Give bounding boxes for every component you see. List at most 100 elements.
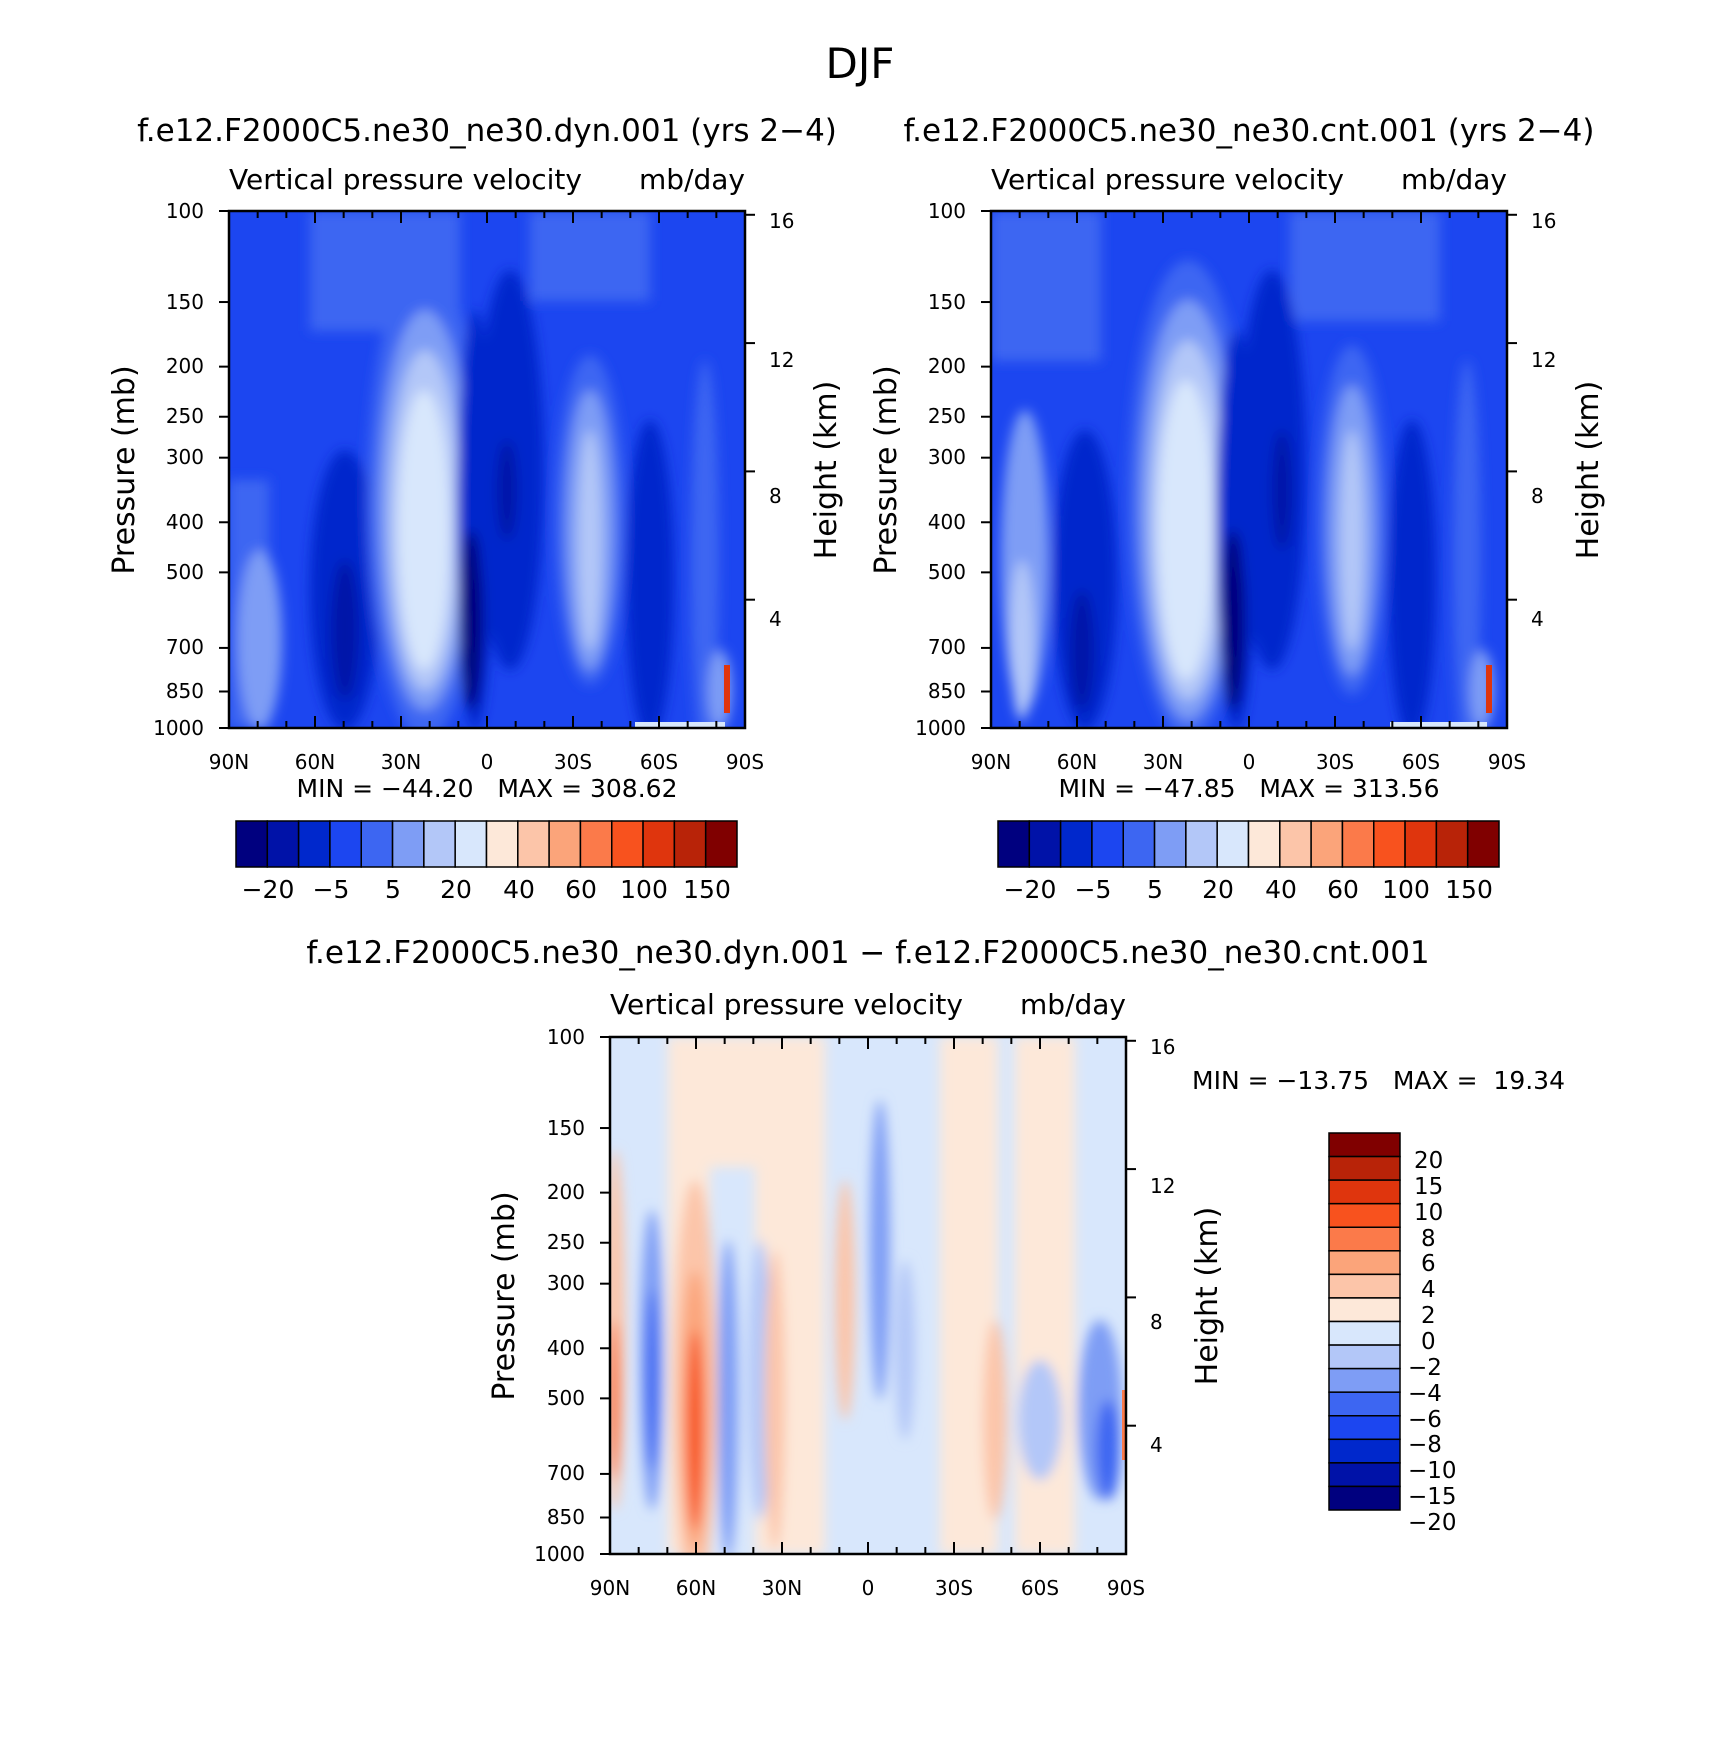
y-tick-label: 200 (166, 354, 204, 378)
panel-dyn-subtitle-right: mb/day (639, 163, 745, 196)
colorbar-label: 15 (1414, 1174, 1443, 1200)
panel-cnt-x-tick-labels: 90N 60N 30N 0 30S 60S 90S (971, 750, 1526, 774)
colorbar-swatch (1328, 1415, 1401, 1441)
panel-cnt-ylabel-right: Height (km) (1571, 381, 1606, 560)
panel-dyn-ylabel: Pressure (mb) (107, 365, 142, 574)
colorbar-label: 5 (1147, 875, 1163, 904)
colorbar-label: −20 (242, 875, 295, 904)
panel-cnt-colorbar (997, 820, 1500, 868)
colorbar-swatch (1328, 1367, 1401, 1393)
colorbar-swatch (1328, 1438, 1401, 1464)
y-right-tick-label: 12 (769, 348, 794, 372)
x-tick-label: 90S (1488, 750, 1526, 774)
colorbar-label: −5 (313, 875, 350, 904)
y-tick-label: 150 (166, 290, 204, 314)
colorbar-swatch (1328, 1202, 1401, 1228)
colorbar-swatch (1153, 820, 1187, 868)
colorbar-swatch (1404, 820, 1438, 868)
panel-dyn-ticks (219, 210, 755, 729)
panel-dyn-field (229, 211, 732, 728)
panel-cnt-subtitle-left: Vertical pressure velocity (991, 163, 1344, 196)
panel-dyn-x-tick-labels: 90N 60N 30N 0 30S 60S 90S (209, 750, 764, 774)
panel-cnt-subtitle-right: mb/day (1401, 163, 1507, 196)
colorbar-label: −4 (1408, 1381, 1442, 1407)
colorbar-swatch (485, 820, 519, 868)
colorbar-swatch (1328, 1155, 1401, 1181)
x-tick-label: 60N (295, 750, 335, 774)
panel-cnt-plot-area (991, 211, 1507, 728)
panel-dyn-colorbar-labels: −20 −5 5 20 40 60 100 150 (242, 875, 731, 904)
panel-diff-ylabel: Pressure (mb) (487, 1191, 522, 1400)
colorbar-label: 150 (1445, 875, 1493, 904)
colorbar-swatch (360, 820, 394, 868)
colorbar-swatch (1328, 1250, 1401, 1276)
colorbar-swatch (517, 820, 550, 868)
y-right-tick-label: 8 (769, 484, 782, 508)
colorbar-swatch (997, 820, 1031, 868)
panel-cnt-y-right-tick-labels: 16 12 8 4 (1531, 209, 1556, 631)
colorbar-swatch (704, 820, 738, 868)
colorbar-label: 100 (1382, 875, 1430, 904)
colorbar-label: 10 (1414, 1200, 1443, 1226)
y-tick-label: 400 (928, 510, 966, 534)
colorbar-swatch (1328, 1226, 1401, 1252)
colorbar-swatch (391, 820, 425, 868)
y-tick-label: 850 (928, 679, 966, 703)
colorbar-label: 150 (683, 875, 731, 904)
colorbar-label: 2 (1421, 1303, 1436, 1329)
panel-cnt-colorbar-labels: −20 −5 5 20 40 60 100 150 (1004, 875, 1493, 904)
panel-diff-ticks (600, 1036, 1136, 1555)
y-tick-label: 250 (928, 404, 966, 428)
panel-dyn-y-tick-labels: 100 150 200 250 300 400 500 700 850 1000 (153, 199, 204, 740)
colorbar-swatch (1328, 1485, 1401, 1511)
colorbar-swatch (454, 820, 488, 868)
panel-dyn-plot-area (229, 211, 745, 728)
x-tick-label: 30S (1316, 750, 1354, 774)
y-tick-label: 700 (547, 1461, 585, 1485)
y-tick-label: 100 (547, 1025, 585, 1049)
y-tick-label: 200 (928, 354, 966, 378)
colorbar-swatch (1279, 820, 1312, 868)
colorbar-swatch (1028, 820, 1062, 868)
x-tick-label: 30N (1143, 750, 1183, 774)
y-tick-label: 1000 (153, 716, 204, 740)
colorbar-label: −15 (1408, 1484, 1457, 1510)
colorbar-label: 20 (1414, 1148, 1443, 1174)
colorbar-swatch (266, 820, 300, 868)
colorbar-swatch (1059, 820, 1093, 868)
y-tick-label: 100 (166, 199, 204, 223)
panel-dyn-min-max: MIN = −44.20 MAX = 308.62 (297, 774, 678, 803)
y-right-tick-label: 16 (769, 209, 794, 233)
figure-title: DJF (826, 39, 895, 88)
colorbar-label: 60 (1327, 875, 1359, 904)
colorbar-swatch (297, 820, 331, 868)
panel-diff-y-right-tick-labels: 16 12 8 4 (1150, 1035, 1175, 1457)
colorbar-swatch (579, 820, 613, 868)
colorbar-swatch (235, 820, 269, 868)
panel-dyn-y-right-tick-labels: 16 12 8 4 (769, 209, 794, 631)
y-tick-label: 150 (547, 1116, 585, 1140)
colorbar-label: 4 (1421, 1277, 1436, 1303)
colorbar-swatch (1466, 820, 1500, 868)
colorbar-swatch (423, 820, 456, 868)
colorbar-label: −20 (1408, 1510, 1457, 1536)
y-right-tick-label: 4 (1531, 607, 1544, 631)
colorbar-swatch (1341, 820, 1375, 868)
colorbar-label: 40 (1265, 875, 1297, 904)
panel-cnt-ticks (981, 210, 1517, 729)
colorbar-swatch (1247, 820, 1281, 868)
y-tick-label: 500 (166, 560, 204, 584)
x-tick-label: 90N (590, 1576, 630, 1600)
panel-diff-y-tick-labels: 100 150 200 250 300 400 500 700 850 1000 (534, 1025, 585, 1566)
x-tick-label: 0 (862, 1576, 875, 1600)
colorbar-label: −5 (1075, 875, 1112, 904)
x-tick-label: 60S (1402, 750, 1440, 774)
x-tick-label: 30S (935, 1576, 973, 1600)
colorbar-swatch (1328, 1179, 1401, 1205)
x-tick-label: 60S (640, 750, 678, 774)
y-tick-label: 400 (166, 510, 204, 534)
colorbar-swatch (1310, 820, 1344, 868)
panel-diff-subtitle-right: mb/day (1020, 988, 1126, 1021)
y-right-tick-label: 12 (1150, 1174, 1175, 1198)
